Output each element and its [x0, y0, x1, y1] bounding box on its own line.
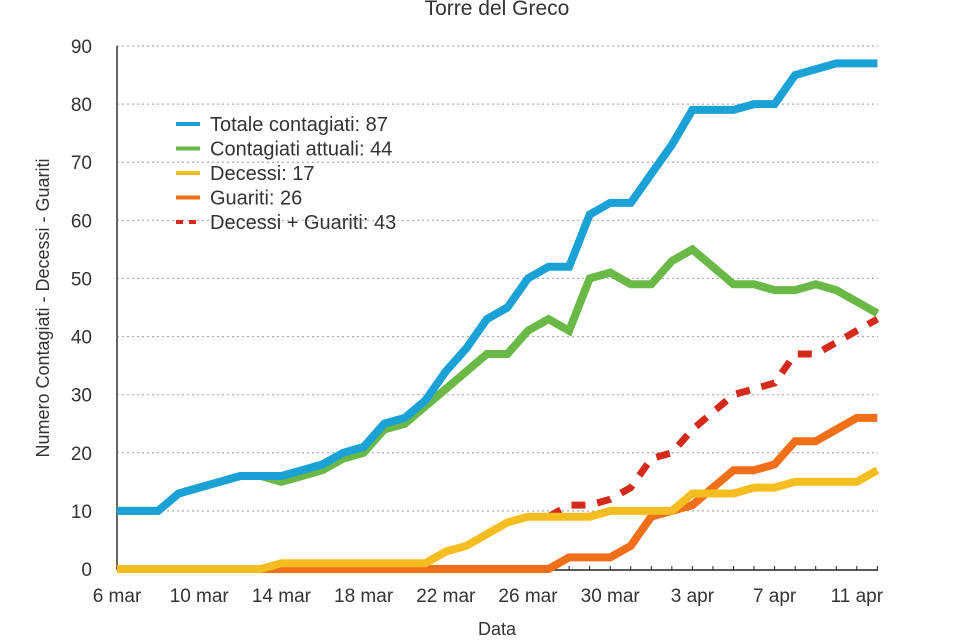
legend-label: Contagiati attuali: 44	[210, 139, 392, 161]
y-tick-label: 30	[71, 386, 92, 407]
y-tick-label: 80	[71, 95, 92, 116]
y-tick-label: 10	[71, 502, 92, 523]
legend-label: Totale contagiati: 87	[210, 114, 388, 136]
legend-label: Guariti: 26	[210, 188, 302, 210]
legend-label: Decessi: 17	[210, 163, 315, 185]
y-tick-labels: 0 10 20 30 40 50 60 70 80 90	[71, 37, 92, 581]
x-tick-label: 26 mar	[498, 586, 558, 607]
series-line-4	[546, 316, 880, 520]
y-axis-label: Numero Contagiati - Decessi - Guariti	[33, 158, 53, 457]
y-tick-label: 50	[71, 269, 92, 290]
x-tick-label: 30 mar	[581, 586, 641, 607]
x-tick-label: 14 mar	[252, 586, 312, 607]
y-tick-label: 90	[71, 37, 92, 58]
x-tick-label: 6 mar	[93, 586, 142, 607]
chart-title: Torre del Greco	[425, 0, 570, 20]
x-tick-label: 22 mar	[416, 586, 476, 607]
x-tick-label: 7 apr	[753, 586, 797, 607]
y-tick-label: 60	[71, 211, 92, 232]
y-tick-label: 70	[71, 153, 92, 174]
legend-label: Decessi + Guariti: 43	[210, 212, 396, 234]
series-line-0	[117, 59, 878, 515]
y-tick-label: 40	[71, 328, 92, 349]
series-line-3	[117, 413, 878, 573]
x-tick-label: 18 mar	[334, 586, 394, 607]
legend: Totale contagiati: 87 Contagiati attuali:…	[176, 114, 396, 234]
x-tick-label: 10 mar	[170, 586, 230, 607]
x-tick-label: 3 apr	[671, 586, 715, 607]
x-axis-label: Data	[478, 619, 517, 639]
series-lines	[117, 59, 880, 573]
x-tick-labels: 6 mar 10 mar 14 mar 18 mar 22 mar 26 mar 30 ma…	[93, 586, 884, 607]
series-line-2	[117, 466, 880, 573]
grid-lines	[117, 45, 878, 512]
y-tick-label: 20	[71, 444, 92, 465]
x-tick-label: 11 apr	[831, 586, 884, 607]
y-tick-label: 0	[81, 560, 92, 581]
